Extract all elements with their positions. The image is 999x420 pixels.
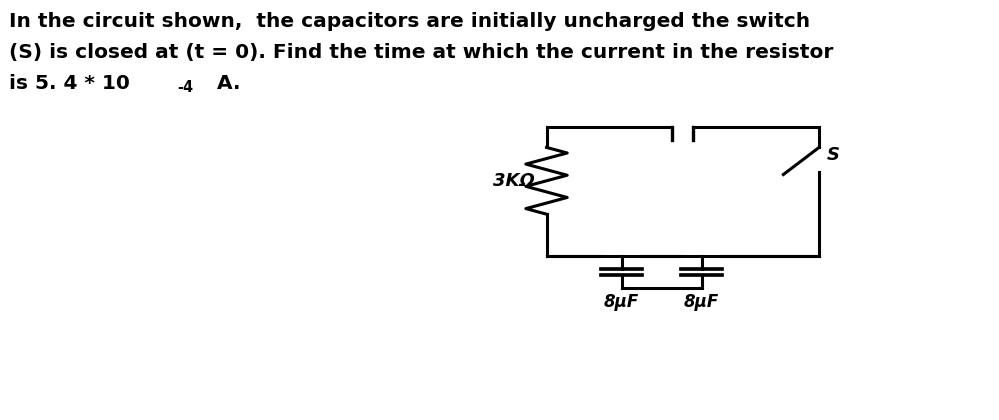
Text: In the circuit shown,  the capacitors are initially uncharged the switch: In the circuit shown, the capacitors are… (9, 12, 810, 31)
Text: 8μF: 8μF (604, 294, 639, 312)
Text: 8μF: 8μF (684, 294, 719, 312)
Text: A.: A. (210, 74, 241, 93)
Text: (S) is closed at (t = 0). Find the time at which the current in the resistor: (S) is closed at (t = 0). Find the time … (9, 43, 833, 62)
Text: is 5. 4 * 10: is 5. 4 * 10 (9, 74, 130, 93)
Text: 3KΩ: 3KΩ (494, 172, 535, 190)
Text: S: S (826, 146, 839, 164)
Text: -4: -4 (177, 80, 193, 95)
